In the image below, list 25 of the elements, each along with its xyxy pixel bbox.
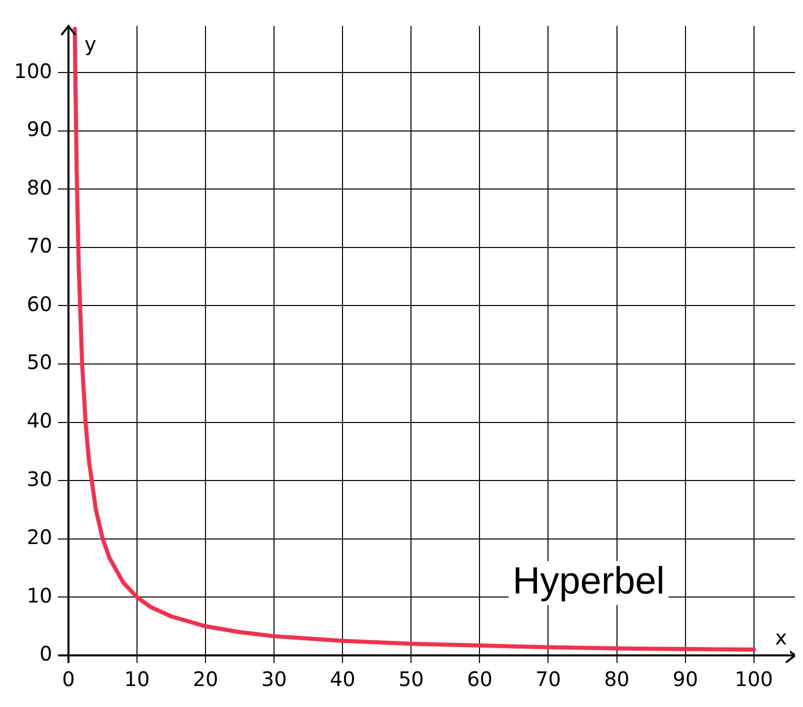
y-tick-label: 60 [26,292,52,316]
x-tick-label: 100 [734,667,773,692]
x-tick-label: 90 [672,667,698,692]
x-tick-label: 30 [261,667,287,692]
x-tick-label: 70 [536,667,561,692]
y-tick-label: 20 [26,525,52,550]
y-tick-label: 80 [26,175,52,200]
annotation: Hyperbel [512,560,665,602]
y-tick-label: 70 [26,234,52,258]
y-tick-label: 90 [26,117,52,142]
x-tick-label: 10 [124,667,150,692]
y-tick-label: 10 [26,583,52,608]
x-tick-label: 60 [466,667,492,692]
x-tick-label: 80 [604,667,630,692]
x-tick-label: 40 [330,667,356,692]
y-tick-label: 30 [26,466,52,491]
x-axis-title: x [775,626,788,650]
x-tick-label: 20 [192,667,218,692]
y-tick-label: 100 [14,58,52,83]
y-tick-label: 50 [26,350,52,374]
x-tick-label: 0 [62,667,75,692]
x-tick-label: 50 [398,667,424,692]
y-tick-label: 0 [39,642,52,666]
y-axis-title: y [84,32,96,56]
y-tick-label: 40 [26,408,52,433]
